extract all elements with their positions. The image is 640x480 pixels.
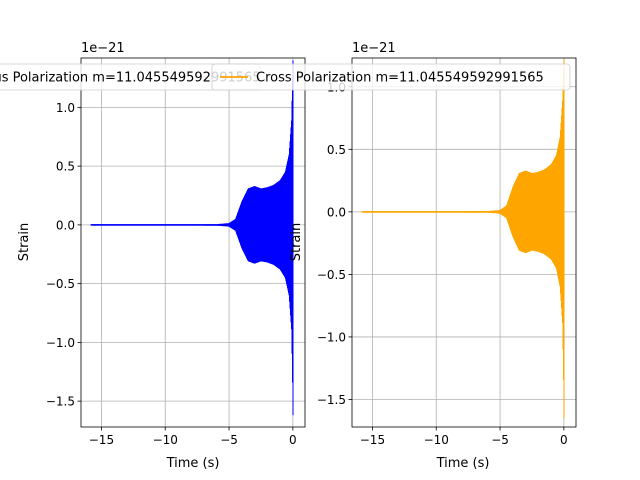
axes-frame <box>351 57 577 428</box>
plus-polarization-legend: Plus Polarization m=11.045549592991565 <box>0 63 261 91</box>
x-tick-label: −15 <box>360 433 385 447</box>
y-tick-label: −1.0 <box>46 336 75 350</box>
y-tick-label: −0.5 <box>317 268 346 282</box>
y-tick-label: 0.0 <box>56 218 75 232</box>
y-tick-label: −1.0 <box>317 330 346 344</box>
plus-polarization-axes: −15 −10 −5 0 −1.5 −1.0 −0.5 0.0 0.5 1.0 1e−21 Ti… <box>17 41 306 471</box>
x-tick-label: −5 <box>491 433 509 447</box>
y-offset-text: 1e−21 <box>81 41 125 56</box>
y-axis-label: Strain <box>289 223 304 262</box>
x-tick-label: −5 <box>220 433 238 447</box>
x-axis-label: Time (s) <box>436 456 490 471</box>
y-ticks: −1.5 −1.0 −0.5 0.0 0.5 1.0 <box>46 101 81 409</box>
x-tick-label: 0 <box>560 433 568 447</box>
y-tick-label: 0.5 <box>327 143 346 157</box>
cross-polarization-axes: −15−10−50 −1.5−1.0−0.50.00.51.0 1e−21 Ti… <box>289 41 577 471</box>
x-tick-label: −10 <box>424 433 449 447</box>
y-tick-label: −1.5 <box>317 393 346 407</box>
legend-label: Cross Polarization m=11.045549592991565 <box>256 71 544 86</box>
x-tick-label: 0 <box>289 433 297 447</box>
y-tick-label: 0.0 <box>327 205 346 219</box>
cross-polarization-legend: Cross Polarization m=11.045549592991565 <box>211 63 571 91</box>
y-axis-label: Strain <box>17 223 32 262</box>
y-tick-label: −1.5 <box>46 395 75 409</box>
x-ticks: −15 −10 −5 0 <box>89 427 297 447</box>
x-tick-label: −15 <box>89 433 114 447</box>
y-tick-label: 0.5 <box>56 160 75 174</box>
legend-label: Plus Polarization m=11.045549592991565 <box>0 71 261 86</box>
x-ticks: −15 −10 −5 0 <box>360 427 568 447</box>
y-ticks: −1.5−1.0−0.50.00.51.0 <box>317 80 352 407</box>
x-tick-label: −10 <box>153 433 178 447</box>
axes-frame <box>80 57 306 428</box>
legend-box <box>211 63 571 91</box>
y-tick-label: −0.5 <box>46 277 75 291</box>
y-tick-label: 1.0 <box>56 101 75 115</box>
y-offset-text: 1e−21 <box>352 41 396 56</box>
x-axis-label: Time (s) <box>166 456 220 471</box>
